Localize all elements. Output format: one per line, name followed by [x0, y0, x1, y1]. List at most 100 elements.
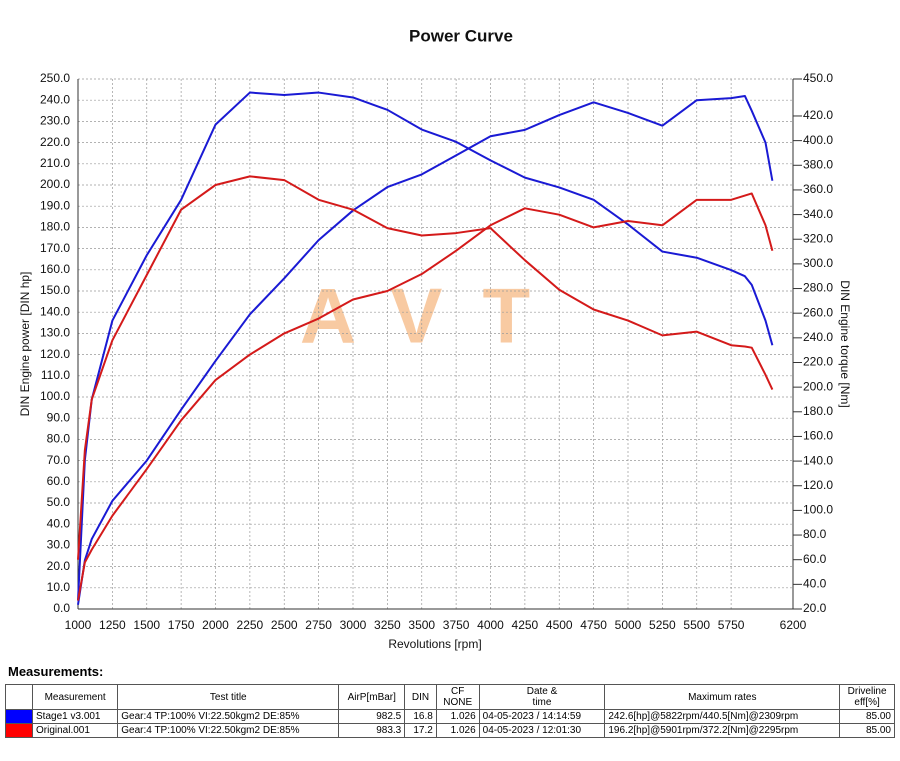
y-tick-label: 80.0: [47, 432, 71, 446]
x-tick-label: 4000: [477, 618, 504, 632]
y-tick-label: 180.0: [40, 220, 70, 234]
table-row: Stage1 v3.001 Gear:4 TP:100% VI:22.50kgm2…: [5, 709, 895, 724]
chart-title: Power Curve: [409, 26, 513, 45]
x-tick-label: 2500: [271, 618, 298, 632]
header-cell: [5, 684, 33, 710]
table-cell: 04-05-2023 / 14:14:59: [478, 709, 606, 724]
y2-tick-label: 260.0: [803, 305, 833, 319]
y-tick-label: 160.0: [40, 262, 70, 276]
header-cell: Measurement: [31, 684, 119, 710]
y-tick-label: 220.0: [40, 135, 70, 149]
x-tick-label: 4500: [546, 618, 573, 632]
x-tick-label: 5750: [718, 618, 745, 632]
x-tick-label: 5500: [683, 618, 710, 632]
header-row: Measurement Test title AirP[mBar] DIN CF NON…: [5, 684, 895, 710]
y2-tick-label: 360.0: [803, 182, 833, 196]
y-tick-label: 210.0: [40, 156, 70, 170]
y-tick-label: 250.0: [40, 71, 70, 85]
header-cell: CF NONE: [435, 684, 480, 710]
y-tick-label: 0.0: [53, 601, 70, 615]
y-tick-label: 110.0: [41, 368, 70, 382]
x-tick-label: 3250: [374, 618, 401, 632]
table-cell: Original.001: [31, 723, 119, 738]
series-line: [77, 192, 774, 601]
y-tick-label: 170.0: [40, 241, 70, 255]
y-tick-label: 150.0: [40, 283, 70, 297]
y-tick-label: 70.0: [47, 453, 71, 467]
table-cell: 982.5: [338, 709, 406, 724]
y-tick-label: 90.0: [47, 410, 71, 424]
header-cell: Date & time: [478, 684, 606, 710]
y-tick-label: 190.0: [40, 198, 70, 212]
table-cell: 85.00: [839, 709, 895, 724]
header-cell: Maximum rates: [604, 684, 841, 710]
table-cell: 1.026: [435, 723, 480, 738]
table-cell: 983.3: [338, 723, 406, 738]
header-cell: Test title: [117, 684, 340, 710]
y2-tick-label: 120.0: [803, 478, 833, 492]
y2-tick-label: 380.0: [803, 157, 833, 171]
color-swatch: [5, 723, 33, 738]
y-tick-label: 10.0: [47, 580, 71, 594]
y-tick-label: 120.0: [40, 347, 70, 361]
y-tick-label: 20.0: [47, 559, 71, 573]
y-tick-label: 230.0: [40, 114, 70, 128]
color-swatch: [5, 709, 33, 724]
x-tick-label: 4250: [512, 618, 539, 632]
x-tick-label: 4750: [580, 618, 607, 632]
table-cell: Stage1 v3.001: [31, 709, 119, 724]
y2-tick-label: 40.0: [803, 577, 827, 591]
y-axis-label: DIN Engine power [DIN hp]: [18, 272, 32, 417]
y2-axis-label: DIN Engine torque [Nm]: [838, 280, 852, 407]
table-cell: 16.8: [404, 709, 437, 724]
x-tick-label: 5000: [615, 618, 642, 632]
y-tick-label: 200.0: [40, 177, 70, 191]
y-tick-label: 40.0: [47, 516, 71, 530]
y-tick-label: 50.0: [47, 495, 71, 509]
table-cell: 196.2[hp]@5901rpm/372.2[Nm]@2295rpm: [604, 723, 841, 738]
y2-tick-label: 400.0: [803, 133, 833, 147]
y-tick-label: 130.0: [40, 326, 70, 340]
y2-tick-label: 420.0: [803, 108, 833, 122]
y-tick-label: 240.0: [40, 92, 70, 106]
y2-tick-label: 300.0: [803, 256, 833, 270]
y-tick-label: 30.0: [47, 538, 71, 552]
x-tick-label: 1750: [168, 618, 195, 632]
y2-tick-label: 80.0: [803, 527, 827, 541]
series-line: [77, 91, 774, 601]
y2-tick-label: 340.0: [803, 207, 833, 221]
header-cell: AirP[mBar]: [338, 684, 406, 710]
y2-tick-label: 20.0: [803, 601, 827, 615]
x-tick-label: 2750: [305, 618, 332, 632]
series-line: [77, 175, 774, 560]
y2-tick-label: 220.0: [803, 355, 833, 369]
y2-tick-label: 240.0: [803, 330, 833, 344]
x-tick-label: 1500: [133, 618, 160, 632]
x-tick-label: 1000: [65, 618, 92, 632]
y2-tick-label: 280.0: [803, 281, 833, 295]
y-tick-label: 140.0: [40, 304, 70, 318]
x-tick-label: 2250: [237, 618, 264, 632]
table-row: Original.001 Gear:4 TP:100% VI:22.50kgm2 …: [5, 723, 895, 738]
chart: Power Curve Revolutions [rpm] DIN Engine…: [18, 26, 852, 651]
table-cell: 242.6[hp]@5822rpm/440.5[Nm]@2309rpm: [604, 709, 841, 724]
x-tick-label: 3750: [443, 618, 470, 632]
table-cell: 17.2: [404, 723, 437, 738]
x-tick-label: 2000: [202, 618, 229, 632]
y2-tick-label: 140.0: [803, 453, 833, 467]
measurements-table: Measurement Test title AirP[mBar] DIN CF NON…: [5, 684, 895, 738]
table-cell: 1.026: [435, 709, 480, 724]
y-tick-label: 60.0: [47, 474, 71, 488]
y2-tick-label: 160.0: [803, 429, 833, 443]
header-cell: Driveline eff[%]: [839, 684, 895, 710]
x-tick-label: 3000: [340, 618, 367, 632]
table-cell: Gear:4 TP:100% VI:22.50kgm2 DE:85%: [117, 709, 340, 724]
y2-tick-label: 450.0: [803, 71, 833, 85]
x-tick-label: 3500: [408, 618, 435, 632]
y-tick-label: 100.0: [40, 389, 70, 403]
y2-tick-label: 200.0: [803, 379, 833, 393]
series-line: [77, 94, 774, 605]
watermark: AVT: [300, 272, 570, 360]
y2-tick-label: 320.0: [803, 231, 833, 245]
